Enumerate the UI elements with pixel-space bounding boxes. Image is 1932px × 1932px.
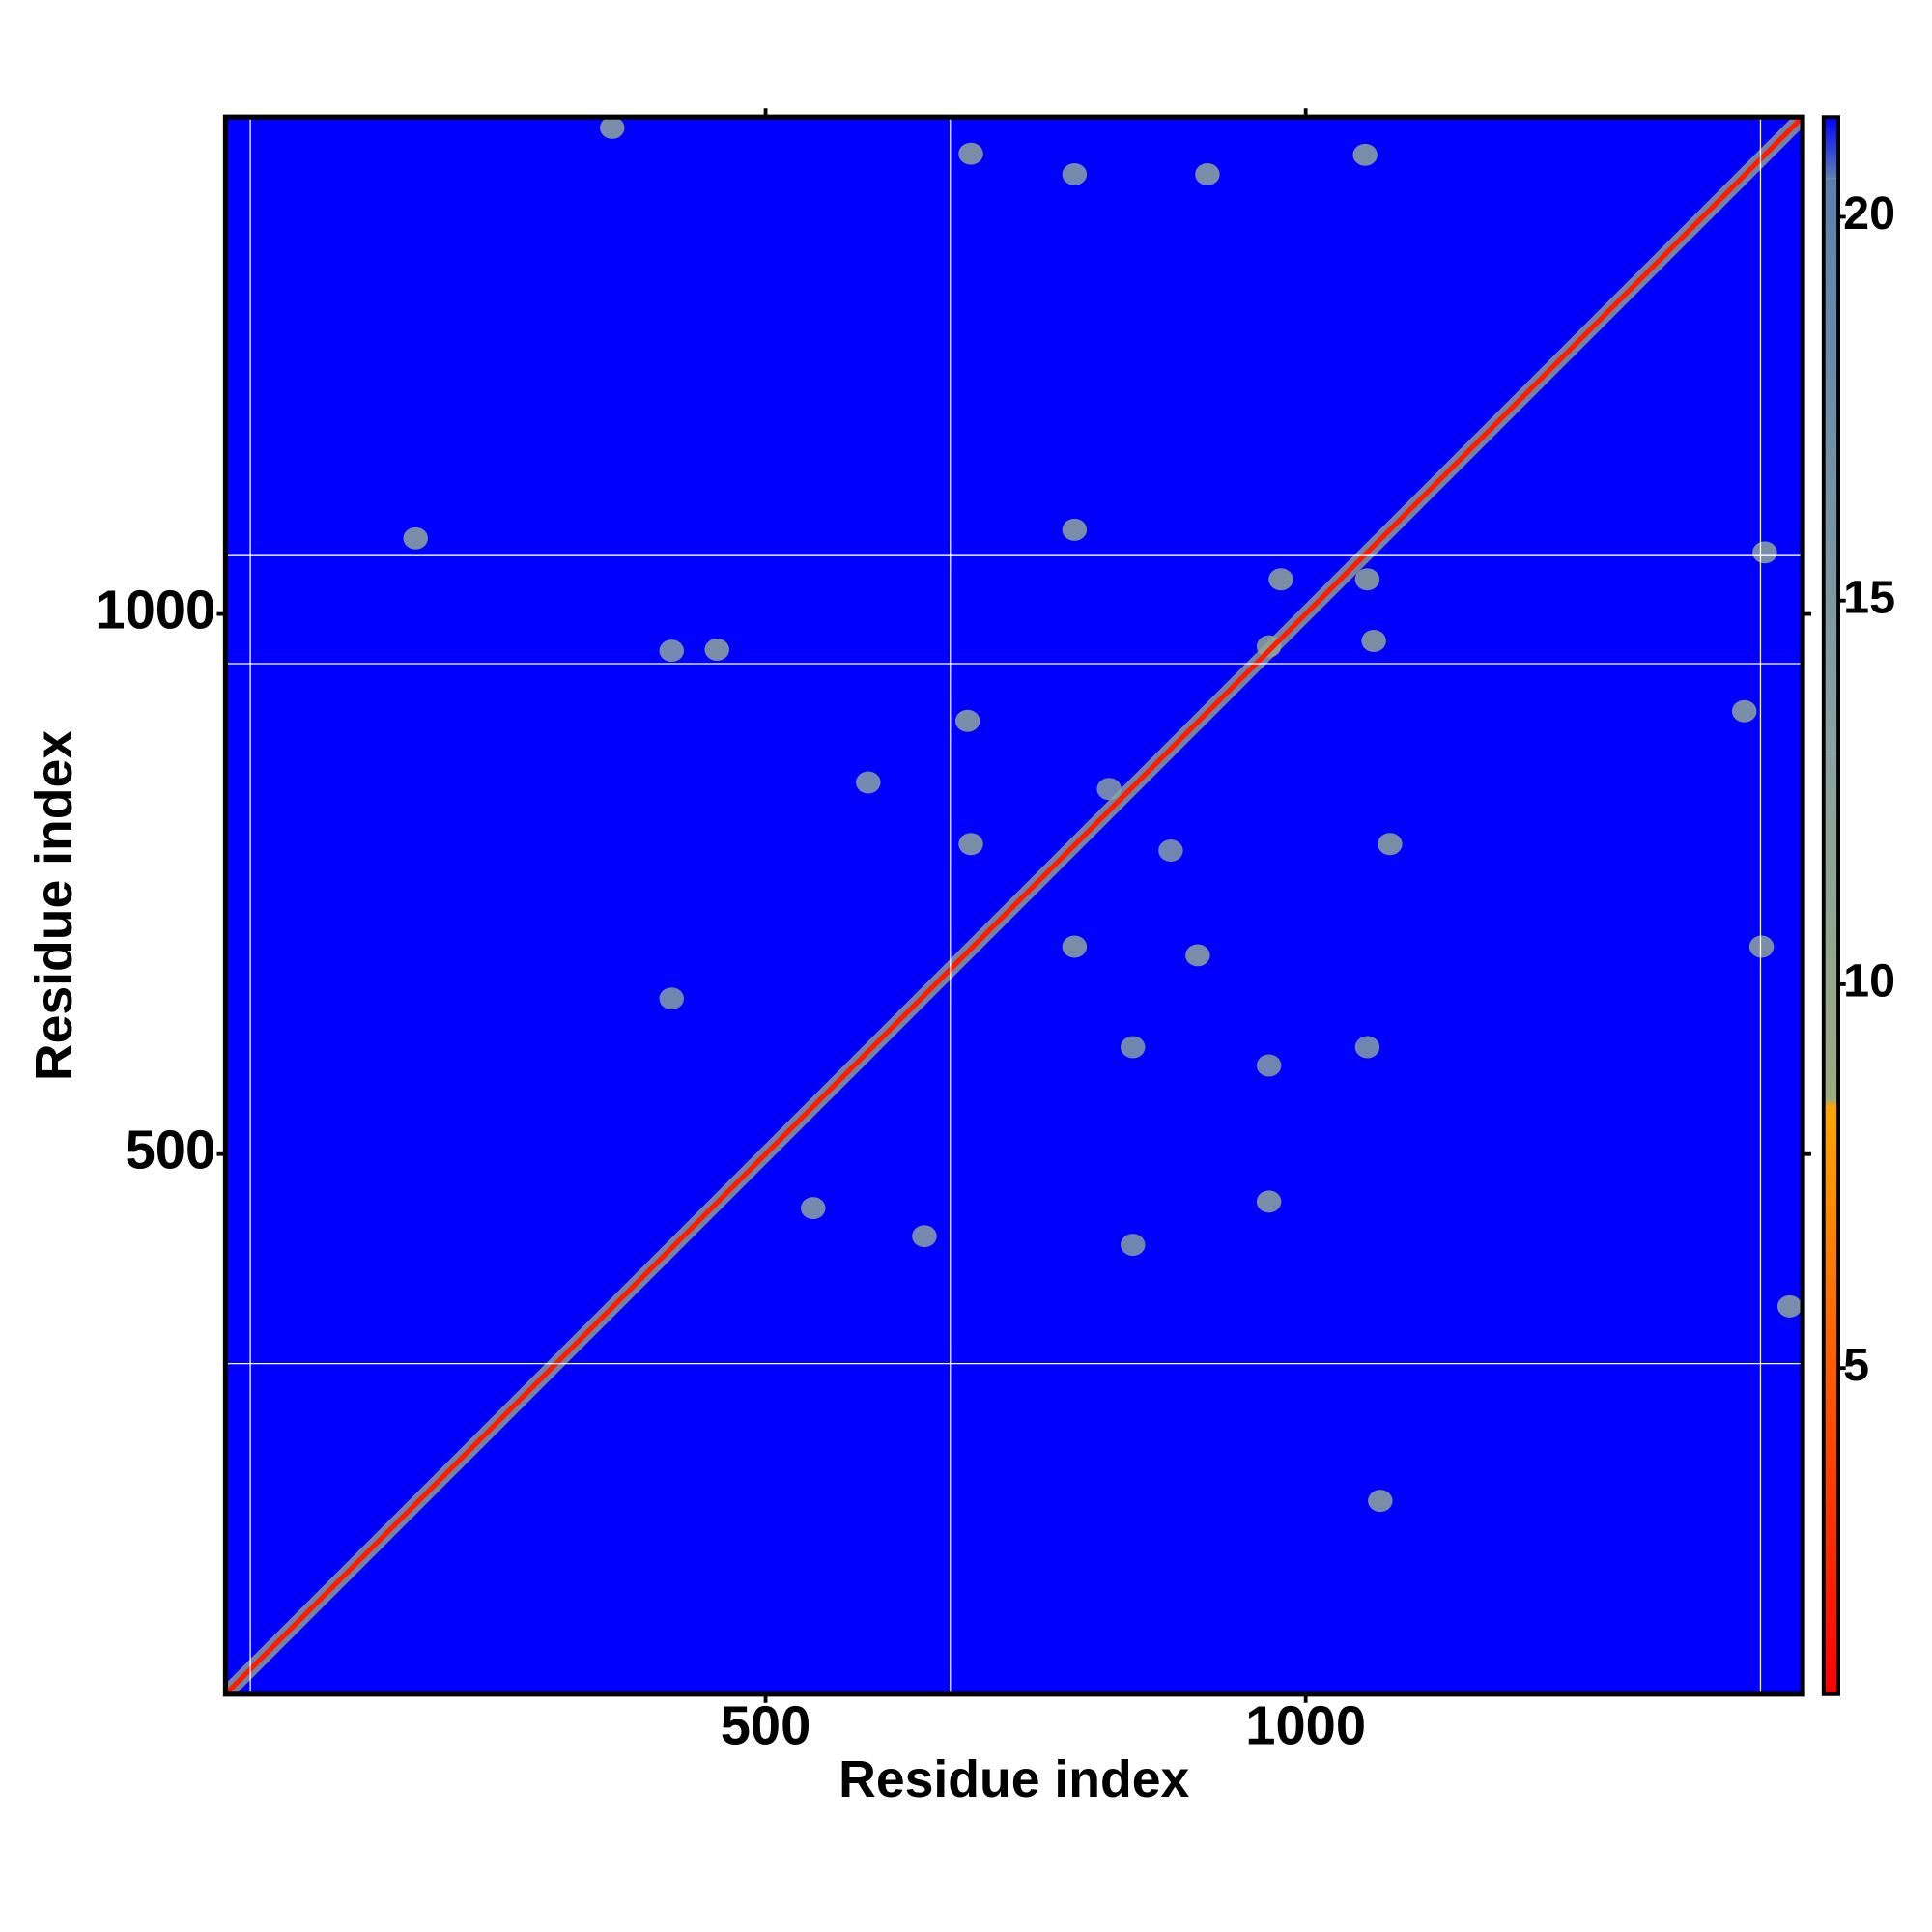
contact-cluster	[954, 709, 980, 732]
contact-cluster	[1731, 699, 1757, 723]
contact-cluster	[800, 1197, 826, 1220]
contact-cluster	[1256, 1190, 1282, 1213]
colorbar-segment	[1823, 1107, 1839, 1694]
contact-cluster	[600, 117, 625, 139]
contact-cluster	[1776, 1294, 1803, 1318]
contact-cluster	[1062, 162, 1088, 185]
x-tick-label: 500	[721, 1695, 811, 1756]
contact-cluster	[1352, 143, 1378, 166]
colorbar-segment	[1823, 1099, 1839, 1108]
contact-cluster	[1361, 630, 1386, 653]
colorbar-segment	[1823, 178, 1839, 754]
plot-frame	[222, 114, 1805, 1697]
plot-area	[225, 117, 1804, 1694]
contact-cluster	[1120, 1036, 1146, 1059]
contact-cluster	[1062, 518, 1088, 541]
contact-cluster	[1354, 568, 1380, 591]
contact-cluster	[958, 142, 983, 165]
contact-cluster	[659, 987, 685, 1010]
contact-cluster	[1752, 541, 1777, 564]
colorbar-segment	[1823, 753, 1839, 1100]
x-axis-label: Residue index	[838, 1751, 1189, 1808]
contact-cluster	[1354, 1036, 1380, 1059]
contact-cluster	[403, 526, 428, 550]
contact-cluster	[958, 833, 983, 856]
contact-cluster	[1185, 944, 1210, 967]
contact-cluster	[1158, 838, 1183, 862]
contact-cluster	[1378, 833, 1403, 856]
contact-cluster	[1256, 1054, 1282, 1077]
contact-cluster	[1368, 1490, 1393, 1513]
contact-cluster	[1062, 935, 1088, 958]
y-axis-label: Residue index	[26, 730, 83, 1081]
contact-cluster	[1268, 568, 1293, 591]
colorbar-tick-label: 15	[1843, 571, 1895, 623]
colorbar-tick-label: 5	[1843, 1339, 1869, 1391]
contact-cluster	[912, 1225, 937, 1248]
colorbar-segment	[1823, 117, 1839, 179]
colorbar-tick-label: 10	[1843, 955, 1895, 1008]
contact-cluster	[1195, 162, 1220, 185]
y-tick-label: 500	[126, 1120, 216, 1180]
contact-cluster	[856, 771, 881, 794]
diagonal	[225, 117, 1804, 1694]
contact-cluster	[659, 639, 685, 663]
colorbar-tick-label: 20	[1843, 187, 1895, 240]
contact-cluster	[704, 638, 729, 661]
contact-cluster	[1748, 935, 1775, 958]
colorbar-frame	[1821, 115, 1840, 1696]
x-tick-label: 1000	[1245, 1695, 1366, 1756]
contact-cluster	[1120, 1234, 1146, 1257]
y-tick-label: 1000	[95, 579, 215, 639]
